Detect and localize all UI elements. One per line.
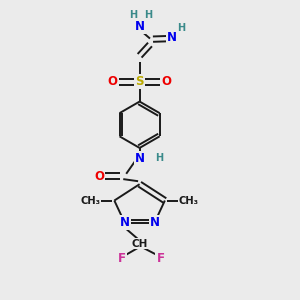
Text: O: O <box>108 75 118 88</box>
Text: O: O <box>161 75 171 88</box>
Text: F: F <box>156 252 164 265</box>
Text: N: N <box>135 152 145 165</box>
Text: N: N <box>135 20 145 33</box>
Text: N: N <box>149 216 160 229</box>
Text: H: H <box>155 153 163 163</box>
Text: H: H <box>130 10 138 20</box>
Text: N: N <box>120 216 130 229</box>
Text: CH₃: CH₃ <box>81 196 100 206</box>
Text: CH₃: CH₃ <box>178 196 199 206</box>
Text: H: H <box>145 10 153 20</box>
Text: N: N <box>167 31 177 44</box>
Text: F: F <box>118 252 126 265</box>
Text: CH: CH <box>131 238 148 249</box>
Text: S: S <box>135 75 144 88</box>
Text: H: H <box>177 23 185 33</box>
Text: O: O <box>94 170 104 183</box>
